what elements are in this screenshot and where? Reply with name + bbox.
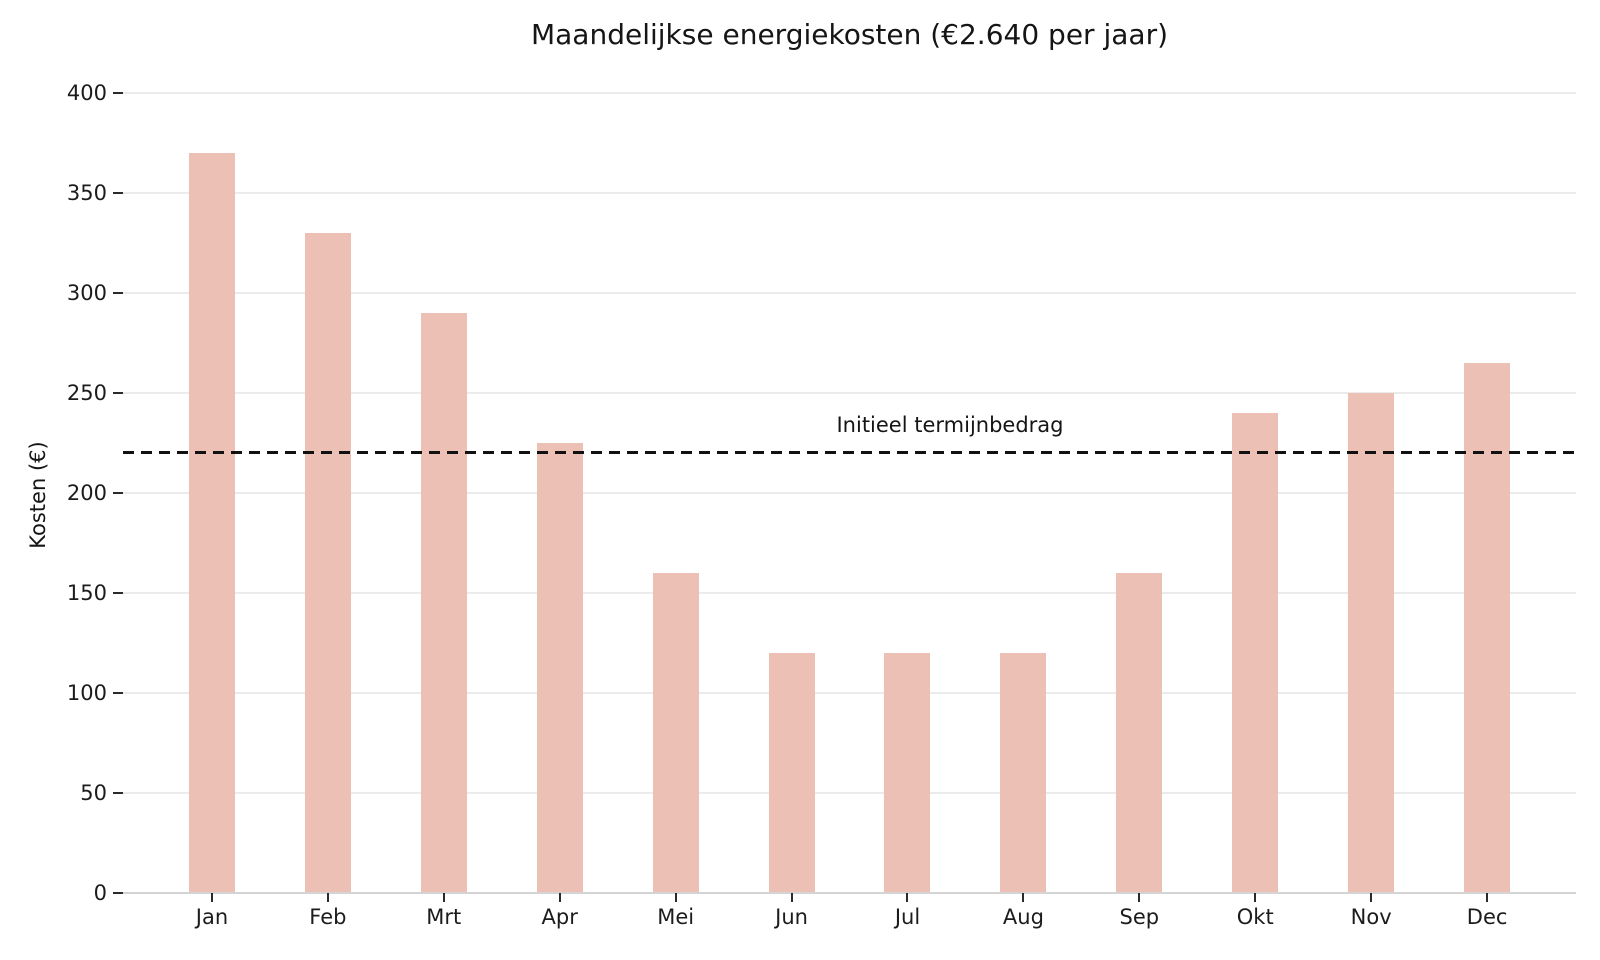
y-tick-label-250: 250	[66, 381, 107, 405]
x-slot-okt: Okt	[1197, 893, 1313, 943]
x-tick-label-dec: Dec	[1466, 905, 1508, 929]
x-slot-nov: Nov	[1313, 893, 1429, 943]
x-tick-mark-aug	[1022, 893, 1025, 902]
x-axis: Jan Feb Mrt Apr Mei Jun Jul Aug Sep Okt Nov Dec	[123, 893, 1576, 943]
gridline-y50	[123, 792, 1576, 794]
bar-slot-sep	[1081, 85, 1197, 893]
bar-mei	[652, 573, 699, 893]
x-tick-label-jan: Jan	[195, 905, 229, 929]
x-slot-feb: Feb	[270, 893, 386, 943]
y-tick-mark-250	[113, 392, 123, 394]
x-slot-mrt: Mrt	[386, 893, 502, 943]
reference-line-label: Initieel termijnbedrag	[836, 413, 1064, 437]
bar-dec	[1464, 363, 1511, 893]
x-slot-dec: Dec	[1429, 893, 1545, 943]
bar-slot-nov	[1313, 85, 1429, 893]
y-tick-label-200: 200	[66, 481, 107, 505]
bar-feb	[304, 233, 351, 893]
y-tick-label-300: 300	[66, 281, 107, 305]
x-tick-mark-okt	[1254, 893, 1257, 902]
bar-slot-dec	[1429, 85, 1545, 893]
bar-slot-okt	[1197, 85, 1313, 893]
y-tick-mark-400	[113, 92, 123, 94]
x-tick-mark-feb	[326, 893, 329, 902]
gridline-y350	[123, 192, 1576, 194]
bar-jan	[188, 153, 235, 893]
x-tick-label-mei: Mei	[657, 905, 695, 929]
x-tick-mark-mrt	[442, 893, 445, 902]
x-tick-label-sep: Sep	[1119, 905, 1160, 929]
y-tick-label-0: 0	[93, 881, 107, 905]
y-tick-label-100: 100	[66, 681, 107, 705]
bar-apr	[536, 443, 583, 893]
y-tick-label-350: 350	[66, 181, 107, 205]
reference-line	[123, 451, 1576, 454]
y-tick-mark-200	[113, 492, 123, 494]
x-tick-mark-mei	[674, 893, 677, 902]
bar-nov	[1348, 393, 1395, 893]
y-tick-mark-300	[113, 292, 123, 294]
bars-row	[154, 85, 1545, 893]
bar-jun	[768, 653, 815, 893]
x-tick-mark-jul	[906, 893, 909, 902]
x-axis-row: Jan Feb Mrt Apr Mei Jun Jul Aug Sep Okt Nov Dec	[154, 893, 1545, 943]
gridline-y300	[123, 292, 1576, 294]
y-tick-label-400: 400	[66, 81, 107, 105]
bar-slot-feb	[270, 85, 386, 893]
bar-aug	[1000, 653, 1047, 893]
bar-slot-apr	[502, 85, 618, 893]
y-tick-mark-0	[113, 892, 123, 894]
x-tick-label-okt: Okt	[1236, 905, 1274, 929]
plot-area: Initieel termijnbedrag	[123, 85, 1576, 894]
gridline-y250	[123, 392, 1576, 394]
x-tick-label-mrt: Mrt	[426, 905, 462, 929]
y-tick-mark-50	[113, 792, 123, 794]
y-tick-mark-150	[113, 592, 123, 594]
x-slot-apr: Apr	[502, 893, 618, 943]
x-tick-mark-jan	[210, 893, 213, 902]
x-slot-jun: Jun	[734, 893, 850, 943]
x-slot-jul: Jul	[850, 893, 966, 943]
x-tick-label-apr: Apr	[541, 905, 578, 929]
bar-slot-jun	[734, 85, 850, 893]
bar-slot-mrt	[386, 85, 502, 893]
chart-title: Maandelijkse energiekosten (€2.640 per j…	[530, 18, 1168, 51]
bar-sep	[1116, 573, 1163, 893]
x-tick-mark-sep	[1138, 893, 1141, 902]
y-tick-mark-100	[113, 692, 123, 694]
x-tick-label-nov: Nov	[1350, 905, 1392, 929]
gridline-y150	[123, 592, 1576, 594]
x-tick-mark-jun	[790, 893, 793, 902]
y-tick-label-150: 150	[66, 581, 107, 605]
x-slot-jan: Jan	[154, 893, 270, 943]
bar-slot-mei	[618, 85, 734, 893]
y-tick-label-50: 50	[80, 781, 107, 805]
x-slot-sep: Sep	[1081, 893, 1197, 943]
x-tick-mark-dec	[1486, 893, 1489, 902]
gridline-y400	[123, 92, 1576, 94]
x-slot-aug: Aug	[965, 893, 1081, 943]
gridline-y200	[123, 492, 1576, 494]
y-axis: 0 50 100 150 200 250 300 350 400	[0, 81, 123, 904]
x-slot-mei: Mei	[618, 893, 734, 943]
bar-slot-jan	[154, 85, 270, 893]
x-tick-label-jul: Jul	[894, 905, 921, 929]
x-tick-label-feb: Feb	[309, 905, 347, 929]
bar-jul	[884, 653, 931, 893]
bar-slot-aug	[965, 85, 1081, 893]
bar-mrt	[420, 313, 467, 893]
bar-slot-jul	[850, 85, 966, 893]
gridline-y100	[123, 692, 1576, 694]
x-tick-label-aug: Aug	[1002, 905, 1044, 929]
x-tick-label-jun: Jun	[775, 905, 808, 929]
x-axis-baseline	[123, 892, 1576, 894]
y-tick-mark-350	[113, 192, 123, 194]
x-tick-mark-nov	[1370, 893, 1373, 902]
x-tick-mark-apr	[558, 893, 561, 902]
bar-okt	[1232, 413, 1279, 893]
